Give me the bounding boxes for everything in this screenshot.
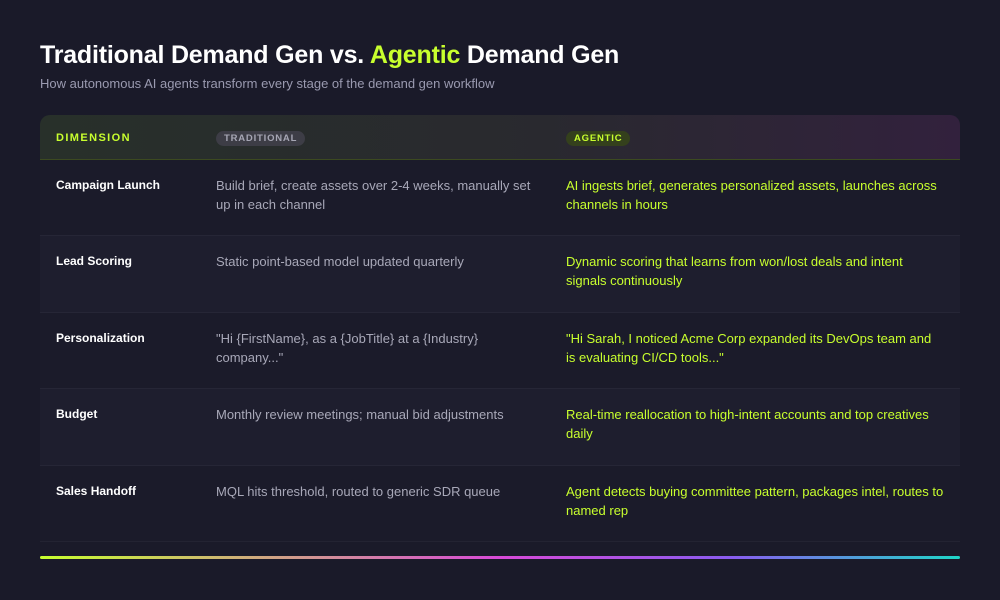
row-dimension: Budget <box>56 407 98 422</box>
gradient-divider <box>40 556 960 559</box>
row-agentic: "Hi Sarah, I noticed Acme Corp expanded … <box>566 330 932 365</box>
title-accent: Agentic <box>369 41 461 69</box>
table-row: Lead Scoring Static point-based model up… <box>40 236 960 313</box>
comparison-table: DIMENSION TRADITIONAL AGENTIC Campaign L… <box>40 115 960 542</box>
table-header: DIMENSION TRADITIONAL AGENTIC <box>40 115 960 160</box>
header-agentic-cell: AGENTIC <box>566 128 960 146</box>
header-traditional-cell: TRADITIONAL <box>216 128 566 146</box>
header-dimension-cell: DIMENSION <box>40 128 216 146</box>
header-agentic-badge: AGENTIC <box>566 131 631 146</box>
table-row: Personalization "Hi {FirstName}, as a {J… <box>40 312 960 390</box>
row-traditional: Static point-based model updated quarter… <box>216 254 464 270</box>
table-row: Campaign Launch Build brief, create asse… <box>40 160 960 237</box>
row-dimension: Lead Scoring <box>56 254 133 269</box>
row-agentic: Real-time reallocation to high-intent ac… <box>566 407 929 442</box>
row-traditional: MQL hits threshold, routed to generic SD… <box>216 483 501 499</box>
page-title: Traditional Demand Gen vs. Agentic Deman… <box>40 41 619 70</box>
row-traditional: "Hi {FirstName}, as a {JobTitle} at a {I… <box>216 330 479 365</box>
table-body: Campaign Launch Build brief, create asse… <box>40 160 960 542</box>
row-dimension: Sales Handoff <box>56 483 137 498</box>
title-part-2: Demand Gen <box>460 41 620 69</box>
row-agentic: AI ingests brief, generates personalized… <box>566 178 937 212</box>
row-dimension: Campaign Launch <box>56 178 161 192</box>
page-subtitle: How autonomous AI agents transform every… <box>40 76 495 91</box>
row-dimension: Personalization <box>56 330 145 345</box>
row-agentic: Agent detects buying committee pattern, … <box>566 483 944 518</box>
title-part-1: Traditional Demand Gen vs. <box>40 41 370 69</box>
row-traditional: Monthly review meetings; manual bid adju… <box>216 407 504 423</box>
header-traditional-badge: TRADITIONAL <box>216 131 306 146</box>
table-row: Budget Monthly review meetings; manual b… <box>40 389 960 466</box>
row-traditional: Build brief, create assets over 2-4 week… <box>216 178 531 212</box>
header-dimension: DIMENSION <box>56 132 131 144</box>
row-agentic: Dynamic scoring that learns from won/los… <box>566 254 903 289</box>
table-row: Sales Handoff MQL hits threshold, routed… <box>40 465 960 542</box>
